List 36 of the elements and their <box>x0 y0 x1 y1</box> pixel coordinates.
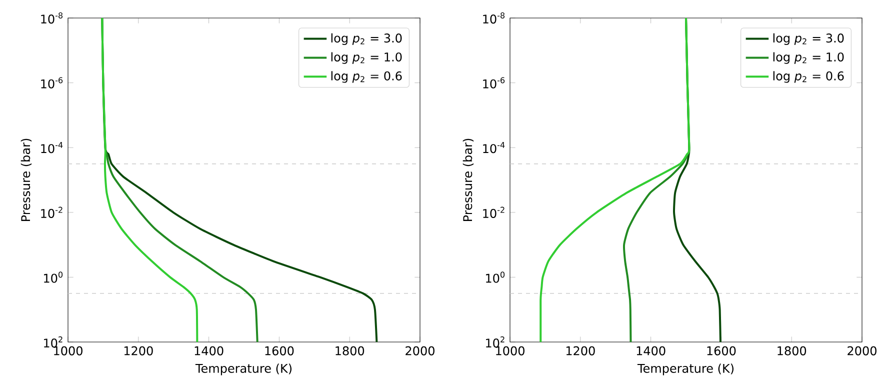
y-axis-title: Pressure (bar) <box>462 138 474 221</box>
x-tick-label: 1200 <box>566 346 595 356</box>
x-axis-title: Temperature (K) <box>637 364 734 376</box>
line-series <box>540 18 690 342</box>
legend-label: log p$_{2}$ = 0.6 <box>331 71 402 83</box>
x-tick-label: 1400 <box>636 346 666 356</box>
line-series <box>101 18 198 342</box>
x-tick-label: 1600 <box>707 346 736 356</box>
legend-label: log p$_{2}$ = 3.0 <box>773 33 844 45</box>
x-tick-label: 1800 <box>778 346 806 356</box>
y-tick-label: 10$^{-8}$ <box>41 12 63 24</box>
x-tick-label: 2000 <box>406 346 434 356</box>
y-tick-label: 10$^{-8}$ <box>483 12 505 24</box>
legend-label: log p$_{2}$ = 3.0 <box>331 33 402 45</box>
x-tick-label: 1000 <box>496 346 524 356</box>
y-tick-label: 10$^{-4}$ <box>483 142 505 154</box>
legend-label: log p$_{2}$ = 0.6 <box>773 71 844 83</box>
y-axis-title: Pressure (bar) <box>20 138 32 221</box>
y-tick-label: 10$^{2}$ <box>486 336 504 348</box>
x-tick-label: 1200 <box>124 346 153 356</box>
x-tick-label: 1800 <box>336 346 364 356</box>
y-tick-label: 10$^{-6}$ <box>483 77 505 88</box>
y-tick-label: 10$^{0}$ <box>486 272 505 283</box>
x-tick-label: 1000 <box>54 346 82 356</box>
y-tick-label: 10$^{-2}$ <box>483 206 504 218</box>
x-tick-label: 2000 <box>848 346 876 356</box>
y-tick-label: 10$^{2}$ <box>44 336 62 348</box>
y-tick-label: 10$^{-4}$ <box>41 142 63 154</box>
legend-label: log p$_{2}$ = 1.0 <box>331 52 402 64</box>
legend-label: log p$_{2}$ = 1.0 <box>773 52 844 64</box>
x-tick-label: 1600 <box>265 346 294 356</box>
y-tick-label: 10$^{-2}$ <box>41 206 62 218</box>
x-axis-title: Temperature (K) <box>195 364 292 376</box>
x-tick-label: 1400 <box>194 346 224 356</box>
y-tick-label: 10$^{0}$ <box>44 272 63 283</box>
y-tick-label: 10$^{-6}$ <box>41 77 63 88</box>
